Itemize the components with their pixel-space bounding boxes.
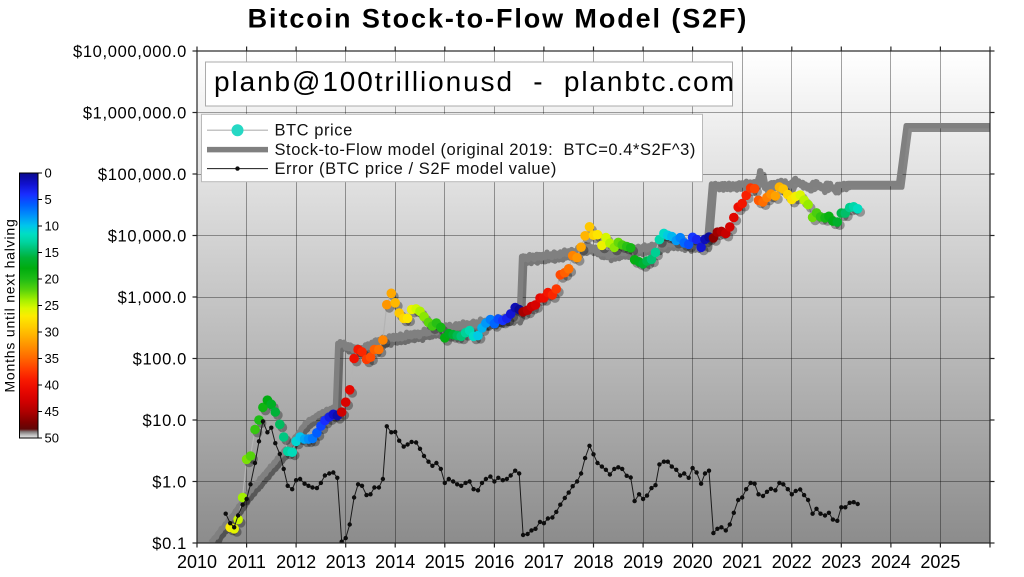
svg-text:5: 5: [45, 192, 52, 207]
svg-text:2014: 2014: [375, 552, 415, 572]
svg-text:45: 45: [45, 404, 59, 419]
svg-text:2021: 2021: [722, 552, 762, 572]
svg-text:2023: 2023: [821, 552, 861, 572]
svg-text:$10,000.0: $10,000.0: [108, 228, 187, 246]
svg-text:2017: 2017: [524, 552, 564, 572]
svg-text:$1,000.0: $1,000.0: [118, 289, 187, 307]
svg-text:50: 50: [45, 431, 59, 446]
svg-text:2012: 2012: [276, 552, 316, 572]
svg-text:Error (BTC price / S2F model v: Error (BTC price / S2F model value): [275, 160, 557, 178]
svg-text:$100,000.0: $100,000.0: [98, 166, 187, 184]
svg-text:2010: 2010: [177, 552, 217, 572]
svg-text:$0.1: $0.1: [152, 535, 187, 553]
svg-text:Months until next halving: Months until next halving: [2, 218, 18, 392]
svg-text:2022: 2022: [772, 552, 812, 572]
svg-text:25: 25: [45, 298, 59, 313]
svg-text:30: 30: [45, 325, 59, 340]
svg-text:15: 15: [45, 245, 59, 260]
svg-text:Stock-to-Flow model (original: Stock-to-Flow model (original 2019: BTC=…: [275, 141, 696, 159]
svg-text:BTC price: BTC price: [275, 121, 353, 139]
svg-text:2019: 2019: [623, 552, 663, 572]
svg-text:$10,000,000.0: $10,000,000.0: [73, 43, 187, 61]
svg-text:2015: 2015: [425, 552, 465, 572]
svg-text:2016: 2016: [474, 552, 514, 572]
svg-text:$1.0: $1.0: [152, 474, 187, 492]
svg-text:2025: 2025: [920, 552, 960, 572]
svg-text:0: 0: [45, 166, 52, 181]
svg-text:2018: 2018: [573, 552, 613, 572]
svg-text:2011: 2011: [227, 552, 266, 572]
svg-text:$10.0: $10.0: [142, 412, 187, 430]
svg-text:2024: 2024: [871, 552, 911, 572]
svg-text:2013: 2013: [326, 552, 366, 572]
svg-text:$1,000,000.0: $1,000,000.0: [83, 105, 187, 123]
svg-text:10: 10: [45, 219, 59, 234]
svg-text:2020: 2020: [673, 552, 713, 572]
svg-text:Bitcoin Stock-to-Flow Model (S: Bitcoin Stock-to-Flow Model (S2F): [248, 4, 749, 34]
svg-text:20: 20: [45, 272, 59, 287]
svg-text:planb@100trillionusd - planb: planb@100trillionusd - planbtc.com: [214, 66, 736, 97]
svg-text:40: 40: [45, 378, 59, 393]
svg-text:35: 35: [45, 351, 59, 366]
svg-text:$100.0: $100.0: [133, 351, 187, 369]
